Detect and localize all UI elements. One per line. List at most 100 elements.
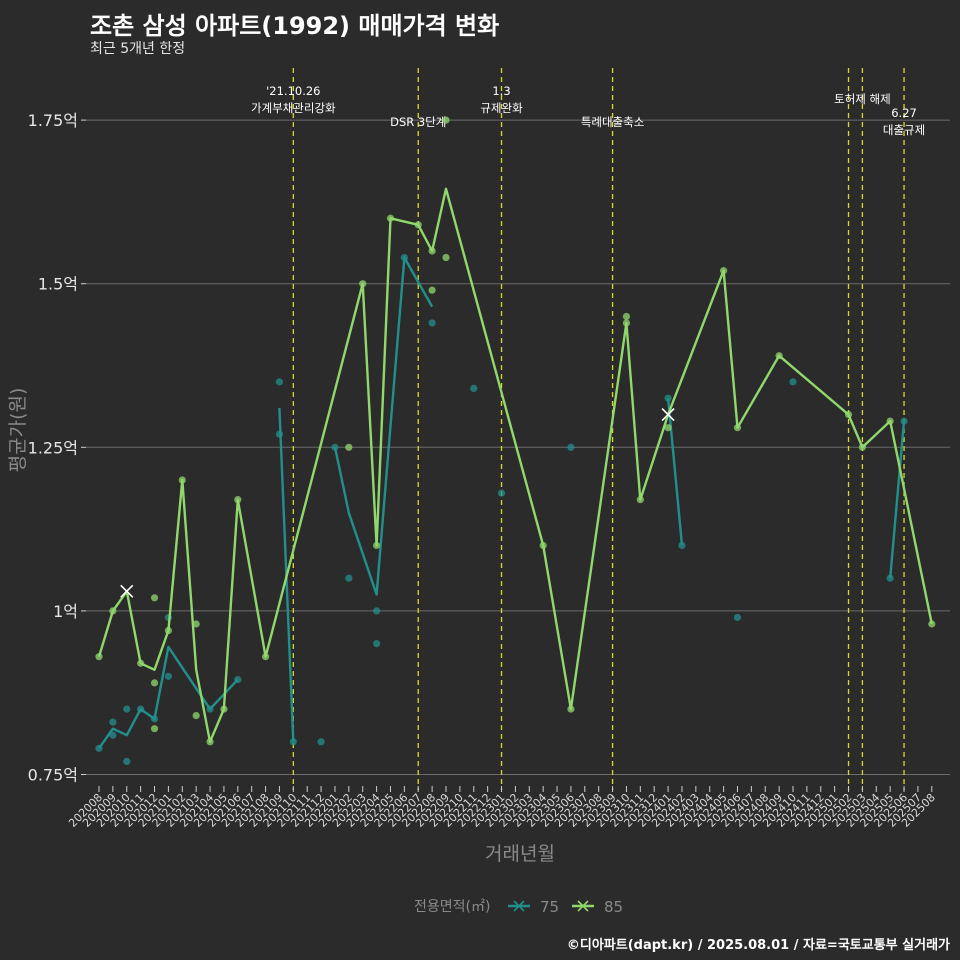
series-85-point: [109, 607, 117, 615]
series-85-point: [428, 247, 436, 255]
event-label: 1.3: [492, 84, 510, 98]
series-85-point: [442, 253, 450, 262]
series-85-cross-marker: [120, 584, 134, 598]
series-75-point: [678, 541, 686, 550]
series-75-point: [137, 705, 145, 713]
series-75-point: [331, 443, 339, 451]
series-75-point: [373, 607, 381, 615]
series-75-point: [664, 394, 672, 402]
series-85-point: [733, 424, 742, 432]
series-85-line: [97, 187, 933, 743]
legend: 전용면적(㎡) 75 85: [414, 898, 623, 916]
series-85-point: [206, 738, 214, 746]
series-75-line: [333, 256, 434, 596]
source-caption: ©디아파트(dapt.kr) / 2025.08.01 / 자료=국토교통부 실…: [566, 938, 950, 953]
series-75-point: [150, 715, 159, 723]
event-label: 규제완화: [480, 101, 523, 115]
y-tick-label: 0.75억: [28, 766, 78, 785]
series-75-point: [109, 718, 117, 726]
series-85-point: [345, 443, 353, 451]
series-75-point: [123, 705, 131, 713]
series-75-line: [666, 398, 684, 546]
series-85-point: [373, 541, 381, 550]
series-85-point: [164, 626, 172, 635]
chart-title: 조촌 삼성 아파트(1992) 매매가격 변화: [90, 12, 500, 40]
series-85-point: [234, 496, 242, 504]
series-85-point: [95, 653, 103, 661]
grid-layer: [86, 119, 950, 775]
series-85-point: [137, 659, 145, 667]
x-axis-title: 거래년월: [485, 843, 555, 865]
event-label: DSR 3단계: [390, 115, 446, 129]
series-85-point: [775, 352, 783, 360]
series-85-point: [622, 312, 631, 321]
chart-subtitle: 최근 5개년 한정: [90, 41, 186, 57]
series-85-point: [150, 725, 159, 733]
legend-title: 전용면적(㎡): [414, 899, 490, 915]
series-75-point: [789, 378, 797, 386]
series-85-point: [622, 319, 631, 327]
series-85-point: [636, 496, 644, 504]
series-75-point: [373, 640, 381, 648]
series-85-point: [858, 443, 867, 451]
series-85-point: [664, 424, 672, 432]
series-75-point: [733, 613, 742, 622]
series-85-point: [844, 410, 853, 419]
legend-swatch-marker: [513, 900, 525, 912]
series-85-point: [192, 620, 200, 628]
series-75-point: [886, 574, 894, 582]
event-label: 대출규제: [883, 123, 925, 137]
series-85-point: [928, 620, 936, 628]
y-tick-label: 1.5억: [38, 275, 78, 294]
event-label: '21.10.26: [266, 84, 320, 98]
series-85-point: [886, 417, 894, 425]
series-75-point: [109, 731, 117, 739]
series-75-point: [123, 757, 131, 766]
series-layer: [95, 116, 936, 766]
series-85-point: [428, 286, 436, 294]
series-75-point: [497, 489, 506, 497]
series-75-point: [275, 430, 284, 438]
y-tick-label: 1.25억: [28, 438, 78, 457]
series-75-point: [289, 738, 297, 746]
y-tick-label: 1.75억: [28, 111, 78, 130]
legend-swatch-marker: [577, 900, 589, 912]
series-75-point: [164, 672, 172, 680]
series-75-point: [95, 744, 103, 752]
legend-label: 85: [604, 898, 623, 916]
series-75-point: [206, 705, 214, 713]
series-85-point: [720, 267, 728, 275]
y-axis-title: 평균가(원): [7, 388, 29, 473]
axis-layer: 0.75억1억1.25억1.5억1.75억2020082020092020102…: [7, 111, 938, 865]
series-85-point: [386, 214, 395, 222]
series-85-point: [150, 679, 159, 687]
event-label: 6.27: [891, 106, 917, 120]
series-75-point: [317, 738, 325, 746]
series-75-point: [234, 676, 242, 684]
series-75-point: [900, 417, 908, 425]
series-85-cross-marker: [661, 408, 675, 422]
series-85-point: [359, 280, 367, 288]
y-tick-label: 1억: [53, 602, 78, 621]
series-75-point: [428, 319, 436, 327]
series-85-point: [220, 705, 228, 713]
series-85-point: [567, 705, 575, 713]
event-label: 가계부채관리강화: [251, 101, 336, 115]
series-75-point: [400, 253, 408, 262]
series-75-point: [345, 574, 353, 582]
series-85-point: [414, 221, 422, 229]
series-75-point: [470, 384, 478, 393]
series-85-point: [442, 116, 450, 124]
series-75-point: [275, 378, 284, 386]
series-85-point: [539, 541, 547, 550]
series-85-point: [178, 476, 186, 484]
event-label: 토허제 해제: [834, 92, 891, 106]
series-75-point: [567, 443, 575, 451]
series-85-point: [261, 653, 270, 661]
series-85-point: [192, 712, 200, 720]
series-85-point: [150, 594, 159, 602]
series-75-line: [98, 645, 239, 749]
series-75-line: [889, 420, 906, 579]
